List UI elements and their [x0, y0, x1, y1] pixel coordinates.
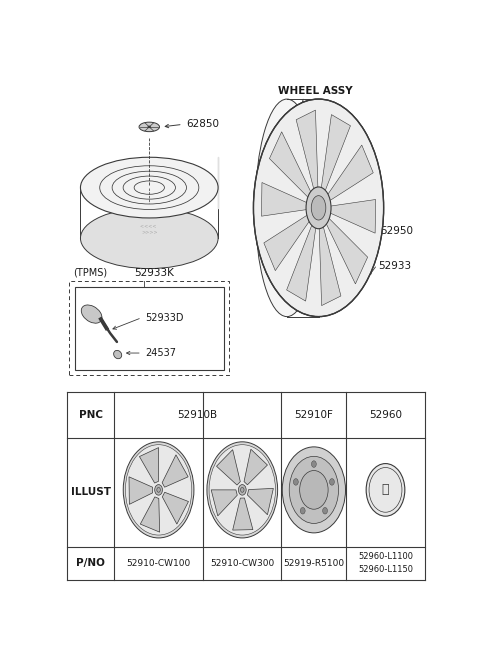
Text: 52960: 52960 — [369, 410, 402, 420]
Polygon shape — [326, 217, 368, 284]
Ellipse shape — [312, 461, 316, 467]
Polygon shape — [327, 145, 373, 200]
Polygon shape — [287, 225, 316, 301]
Ellipse shape — [148, 126, 151, 128]
Text: 24537: 24537 — [145, 348, 177, 358]
Polygon shape — [262, 183, 307, 216]
Text: Ⓗ: Ⓗ — [382, 484, 389, 497]
Text: PNC: PNC — [79, 410, 103, 420]
Polygon shape — [139, 447, 158, 483]
Text: ILLUST: ILLUST — [71, 487, 111, 497]
Polygon shape — [211, 490, 237, 516]
Polygon shape — [162, 492, 189, 524]
Polygon shape — [129, 477, 153, 505]
Ellipse shape — [155, 485, 162, 495]
Ellipse shape — [139, 122, 159, 131]
Polygon shape — [319, 225, 341, 306]
Ellipse shape — [329, 478, 335, 485]
Text: 52919-R5100: 52919-R5100 — [283, 558, 345, 568]
Ellipse shape — [125, 445, 192, 535]
Text: 52910B: 52910B — [178, 410, 218, 420]
Text: 62850: 62850 — [186, 120, 219, 129]
Text: 52910-CW100: 52910-CW100 — [126, 558, 191, 568]
Ellipse shape — [306, 187, 331, 229]
Ellipse shape — [255, 99, 319, 317]
Bar — [75, 287, 224, 370]
Text: 52933: 52933 — [378, 261, 411, 271]
Ellipse shape — [259, 108, 378, 308]
Polygon shape — [321, 114, 350, 191]
Ellipse shape — [289, 457, 338, 524]
Ellipse shape — [81, 157, 218, 218]
Bar — [69, 281, 229, 374]
Polygon shape — [330, 200, 376, 233]
Text: 52950: 52950 — [380, 225, 413, 236]
Polygon shape — [233, 498, 253, 530]
Polygon shape — [244, 449, 267, 485]
Polygon shape — [162, 455, 188, 487]
Text: <<<< 
>>>>: <<<< >>>> — [140, 223, 158, 235]
Ellipse shape — [323, 507, 327, 514]
Ellipse shape — [300, 507, 305, 514]
Ellipse shape — [81, 305, 102, 323]
Ellipse shape — [209, 445, 276, 535]
Ellipse shape — [293, 478, 298, 485]
Polygon shape — [269, 132, 311, 198]
Ellipse shape — [368, 237, 377, 245]
Ellipse shape — [253, 99, 384, 317]
Ellipse shape — [240, 487, 244, 492]
Text: 52933K: 52933K — [134, 267, 174, 278]
Ellipse shape — [207, 442, 277, 538]
Text: P/NO: P/NO — [76, 558, 105, 568]
Ellipse shape — [311, 196, 326, 220]
Ellipse shape — [81, 208, 218, 269]
Polygon shape — [216, 449, 240, 485]
Polygon shape — [140, 497, 160, 532]
Ellipse shape — [300, 470, 328, 509]
Ellipse shape — [282, 447, 346, 533]
Polygon shape — [264, 215, 310, 271]
Polygon shape — [296, 110, 318, 191]
Text: 52910F: 52910F — [294, 410, 333, 420]
Text: 52933D: 52933D — [145, 313, 184, 323]
Ellipse shape — [114, 350, 122, 359]
Text: (TPMS): (TPMS) — [73, 267, 107, 278]
Ellipse shape — [253, 99, 384, 317]
Ellipse shape — [256, 103, 381, 312]
Ellipse shape — [366, 464, 405, 516]
Ellipse shape — [157, 487, 160, 492]
Text: WHEEL ASSY: WHEEL ASSY — [277, 87, 352, 97]
Ellipse shape — [239, 485, 246, 495]
Text: 52910-CW300: 52910-CW300 — [210, 558, 275, 568]
Text: 52960-L1100
52960-L1150: 52960-L1100 52960-L1150 — [358, 553, 413, 574]
Ellipse shape — [123, 442, 194, 538]
Polygon shape — [247, 488, 274, 514]
